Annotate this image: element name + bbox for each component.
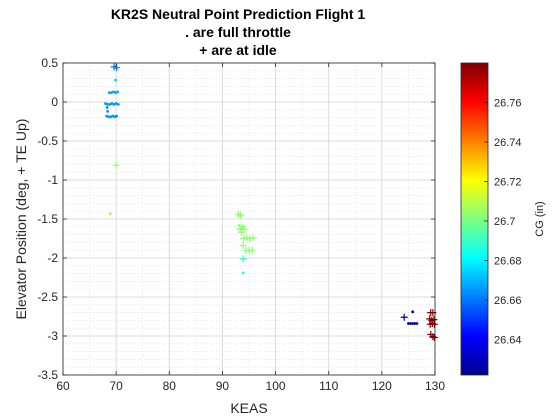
- idle-point: [236, 211, 244, 219]
- idle-point: [112, 161, 120, 169]
- full-throttle-point: [111, 114, 115, 118]
- full-throttle-point: [107, 91, 111, 95]
- full-throttle-point: [110, 102, 114, 105]
- idle-point: [246, 235, 254, 242]
- y-tick-label: -3.5: [37, 368, 58, 382]
- full-throttle-point: [413, 322, 417, 325]
- x-tick-label: 120: [372, 379, 392, 393]
- title-line-3: + are at idle: [199, 42, 277, 58]
- colorbar-label: CG (in): [534, 201, 546, 236]
- idle-point: [239, 255, 247, 263]
- colorbar-tick-label: 26.72: [494, 176, 522, 188]
- y-axis-label: Elevator Position (deg, + TE Up): [13, 119, 29, 320]
- y-tick-label: -2: [47, 251, 58, 265]
- colorbar-tick-label: 26.64: [494, 334, 522, 346]
- idle-point: [239, 242, 247, 250]
- full-throttle-point: [411, 322, 415, 325]
- y-tick-labels: 0.5 0 -0.5 -1 -1.5 -2 -2.5 -3 -3.5: [37, 56, 58, 382]
- colorbar-tick-label: 26.7: [494, 216, 515, 228]
- full-throttle-point: [105, 106, 109, 109]
- colorbar-tick-label: 26.66: [494, 295, 522, 307]
- idle-point: [248, 246, 256, 254]
- colorbar-tick-label: 26.68: [494, 255, 522, 267]
- title-line-2: . are full throttle: [185, 24, 291, 40]
- y-tick-label: -3: [47, 329, 58, 343]
- full-throttle-point: [105, 114, 108, 118]
- idle-point: [113, 64, 121, 72]
- y-tick-label: -2.5: [37, 290, 58, 304]
- y-tick-label: -1: [47, 173, 58, 187]
- colorbar-gradient: [460, 62, 489, 376]
- full-throttle-point: [106, 109, 110, 113]
- y-tick-label: -1.5: [37, 212, 58, 226]
- full-throttle-point: [114, 91, 118, 95]
- y-tick-label: 0: [51, 95, 58, 109]
- full-throttle-point: [107, 115, 111, 119]
- colorbar-ticks: 26.64 26.66 26.68 26.7 26.72 26.74 26.76: [484, 97, 522, 346]
- title-line-1: KR2S Neutral Point Prediction Flight 1: [111, 6, 366, 22]
- full-throttle-point: [106, 102, 110, 106]
- idle-point: [400, 313, 408, 321]
- x-tick-label: 80: [163, 379, 177, 393]
- full-throttle-point: [409, 322, 412, 325]
- full-throttle-point: [108, 212, 112, 215]
- idle-point: [430, 320, 438, 328]
- x-tick-label: 70: [109, 379, 123, 393]
- x-tick-label: 90: [216, 379, 230, 393]
- x-axis-label: KEAS: [230, 400, 267, 416]
- full-throttle-point: [109, 115, 113, 119]
- colorbar-tick-label: 26.76: [494, 97, 522, 109]
- x-tick-label: 100: [266, 379, 286, 393]
- x-tick-label: 130: [425, 379, 445, 393]
- full-throttle-point: [407, 322, 410, 325]
- axes: [62, 62, 436, 376]
- idle-point: [249, 234, 257, 242]
- x-tick-label: 60: [56, 379, 70, 393]
- x-tick-labels: 60 70 80 90 100 110 120 130: [56, 379, 445, 393]
- full-throttle-point: [112, 102, 116, 106]
- idle-point: [243, 234, 251, 242]
- full-throttle-point: [109, 91, 113, 95]
- full-throttle-point: [116, 90, 120, 94]
- full-throttle-point: [115, 114, 119, 118]
- idle-point: [240, 235, 248, 242]
- idle-point: [430, 334, 438, 342]
- full-throttle-point: [411, 310, 415, 314]
- colorbar-tick-label: 26.74: [494, 137, 522, 149]
- full-throttle-point: [114, 78, 118, 82]
- full-throttle-point: [116, 102, 120, 106]
- full-throttle-point: [241, 271, 245, 275]
- idle-point: [238, 228, 246, 236]
- full-throttle-point: [415, 322, 419, 325]
- x-tick-label: 110: [319, 379, 338, 393]
- y-tick-label: -0.5: [37, 134, 58, 148]
- full-throttle-point: [112, 90, 115, 94]
- colorbar: 26.64 26.66 26.68 26.7 26.72 26.74 26.76 CG (i…: [460, 62, 546, 376]
- full-throttle-point: [108, 102, 112, 106]
- full-throttle-point: [104, 102, 107, 105]
- full-throttle-point: [114, 102, 118, 105]
- y-tick-label: 0.5: [41, 56, 58, 70]
- chart-title: KR2S Neutral Point Prediction Flight 1 .…: [111, 6, 366, 58]
